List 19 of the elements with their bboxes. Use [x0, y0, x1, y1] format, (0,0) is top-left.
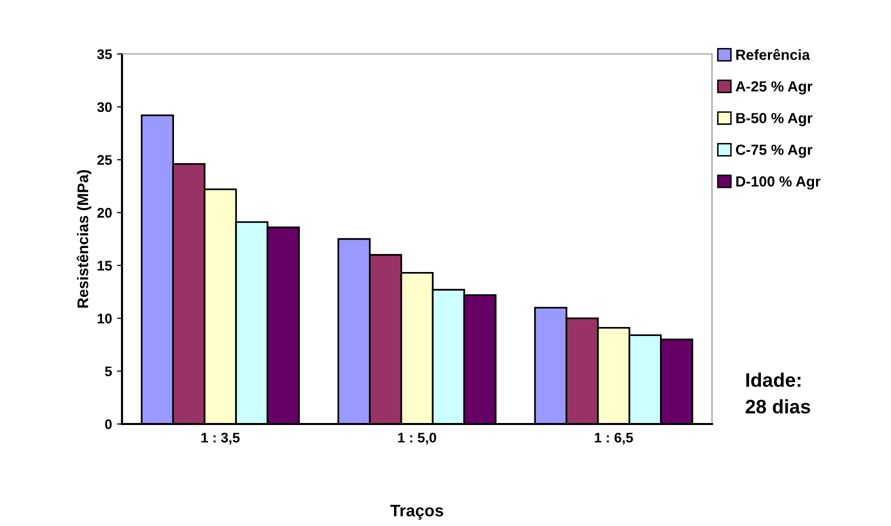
legend-label: A-25 % Agr [736, 81, 812, 95]
y-tick-label: 30 [97, 102, 112, 112]
y-tick-label: 15 [98, 260, 112, 271]
y-tick-label: 0 [105, 419, 112, 430]
legend-label: B-50 % Agr [736, 112, 812, 126]
legend-label: D-100 % Agr [736, 176, 820, 190]
y-tick-label: 10 [98, 314, 112, 324]
legend-label: Referência [736, 48, 810, 60]
x-tick-label: 1 : 5,0 [398, 432, 436, 445]
x-tick-label: 1 : 6,5 [594, 432, 633, 445]
x-tick-label: 1 : 3,5 [202, 432, 240, 445]
text: Idade: 28 dias [746, 372, 810, 414]
legend-label: C-75 % Agr [736, 144, 812, 158]
y-axis-title: Resistências (MPa) [76, 170, 92, 308]
x-axis-title: Traços [390, 504, 444, 520]
y-tick-label: 20 [97, 208, 112, 218]
y-tick-label: 5 [104, 366, 112, 376]
y-tick-label: 35 [97, 49, 112, 60]
y-tick-label: 25 [97, 155, 112, 165]
